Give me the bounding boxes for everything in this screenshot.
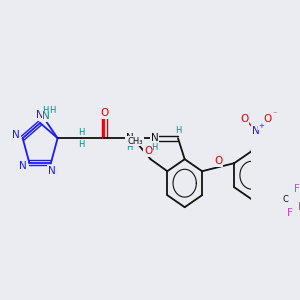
Text: O: O (144, 146, 152, 156)
Text: H: H (50, 106, 56, 115)
Text: N: N (36, 110, 44, 120)
Text: N: N (12, 130, 20, 140)
Text: H: H (126, 143, 133, 152)
Text: O: O (263, 114, 272, 124)
Text: O: O (100, 108, 109, 118)
Text: CH₃: CH₃ (128, 137, 143, 146)
Text: F: F (287, 208, 293, 218)
Text: C: C (283, 195, 289, 204)
Text: H: H (78, 140, 84, 149)
Text: N: N (48, 166, 56, 176)
Text: H: H (78, 128, 84, 137)
Text: F: F (298, 202, 300, 212)
Text: ⁻: ⁻ (272, 110, 276, 119)
Text: F: F (294, 184, 300, 194)
Text: O: O (214, 156, 222, 166)
Text: N: N (252, 126, 260, 136)
Text: N: N (126, 133, 134, 143)
Text: N: N (19, 161, 26, 171)
Text: H: H (42, 106, 48, 115)
Text: H: H (152, 143, 158, 152)
Text: N: N (151, 133, 158, 143)
Text: +: + (259, 123, 265, 129)
Text: H: H (175, 126, 181, 135)
Text: O: O (240, 114, 248, 124)
Text: N: N (42, 111, 50, 121)
